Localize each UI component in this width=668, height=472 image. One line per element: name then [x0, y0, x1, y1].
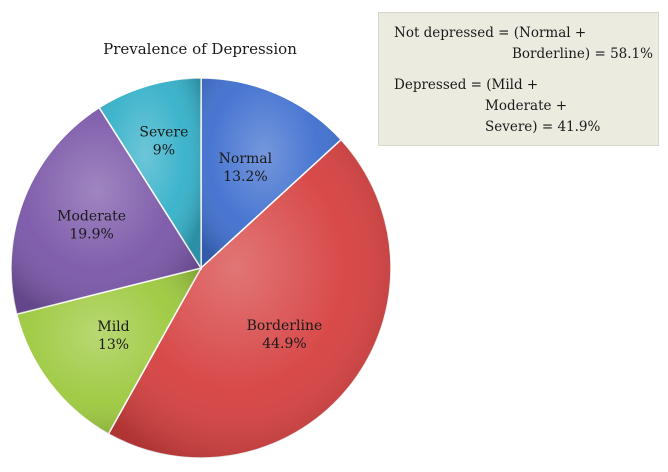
slice-value-severe: 9%	[153, 142, 175, 158]
slice-value-moderate: 19.9%	[69, 226, 113, 242]
pie-slice-shading-moderate	[11, 107, 202, 315]
chart-title: Prevalence of Depression	[103, 40, 297, 58]
slice-label-mild: Mild	[97, 319, 129, 335]
slice-value-mild: 13%	[98, 337, 129, 353]
slice-label-severe: Severe	[139, 124, 188, 140]
slice-value-borderline: 44.9%	[262, 336, 306, 352]
slice-label-normal: Normal	[219, 151, 273, 167]
slice-label-borderline: Borderline	[247, 318, 323, 334]
not-depressed-line-2: Borderline) = 58.1%	[512, 46, 653, 62]
depressed-line-1: Depressed = (Mild +	[394, 77, 539, 93]
pie-slice-shading-normal	[201, 78, 342, 268]
pie-slice-shading-mild	[16, 268, 201, 434]
depressed-line-3: Severe) = 41.9%	[485, 119, 601, 135]
pie-slice-shading-severe	[99, 78, 201, 268]
not-depressed-line-1: Not depressed = (Normal +	[394, 25, 587, 41]
slice-label-moderate: Moderate	[57, 208, 126, 224]
slice-value-normal: 13.2%	[223, 169, 267, 185]
summary-note-box: Not depressed = (Normal + Borderline) = …	[378, 12, 659, 146]
depressed-line-2: Moderate +	[485, 98, 568, 114]
pie-slice-shading-borderline	[108, 139, 392, 459]
